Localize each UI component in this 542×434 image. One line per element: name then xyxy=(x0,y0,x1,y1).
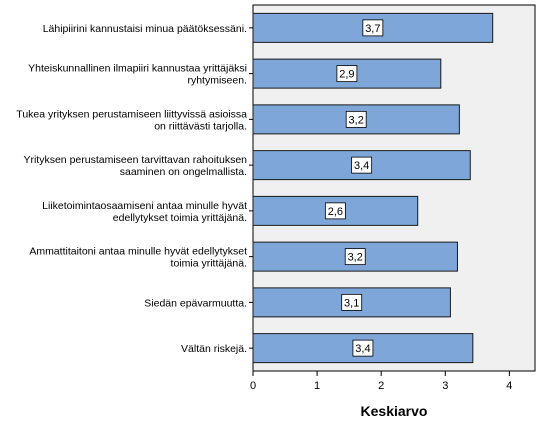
data-label-box-1 xyxy=(362,19,384,37)
category-label-4: Yrityksen perustamiseen tarvittavan raho… xyxy=(23,154,247,178)
category-label-1: Lähipiirini kannustaisi minua päätöksess… xyxy=(43,23,247,35)
category-label-6: Ammattitaitoni antaa minulle hyvät edell… xyxy=(29,246,247,270)
data-label-box-2 xyxy=(336,65,358,83)
data-label-2: 2,9 xyxy=(339,69,354,81)
x-tick-label-1: 1 xyxy=(314,380,320,392)
axes-group: 0 1 2 3 4 xyxy=(249,27,512,392)
bars-group xyxy=(252,12,494,364)
data-label-6: 3,2 xyxy=(348,252,363,264)
category-labels-group: Lähipiirini kannustaisi minua päätöksess… xyxy=(16,23,247,355)
x-tick-label-3: 3 xyxy=(442,380,448,392)
data-labels-group: 3,7 2,9 3,2 3,4 2,6 3,2 3,1 3,4 xyxy=(324,19,384,357)
category-label-2: Yhteiskunnallinen ilmapiiri kannustaa yr… xyxy=(28,63,247,87)
data-label-box-7 xyxy=(341,293,363,311)
data-label-box-6 xyxy=(344,248,366,266)
data-label-5: 2,6 xyxy=(328,206,343,218)
category-label-8: Vältän riskejä. xyxy=(181,343,247,355)
data-label-3: 3,2 xyxy=(349,114,364,126)
data-label-box-4 xyxy=(351,156,373,174)
category-label-5: Liiketoimintaosaamiseni antaa minulle hy… xyxy=(42,200,247,224)
x-tick-label-0: 0 xyxy=(250,380,256,392)
data-label-8: 3,4 xyxy=(355,343,370,355)
x-tick-label-4: 4 xyxy=(506,380,512,392)
x-tick-label-2: 2 xyxy=(378,380,384,392)
data-label-box-5 xyxy=(324,202,346,220)
data-label-box-3 xyxy=(345,110,367,128)
data-label-4: 3,4 xyxy=(354,160,369,172)
data-label-box-8 xyxy=(352,339,374,357)
data-label-1: 3,7 xyxy=(365,23,380,35)
category-label-7: Siedän epävarmuutta. xyxy=(144,297,247,309)
category-label-3: Tukea yrityksen perustamiseen liittyviss… xyxy=(16,108,247,132)
data-label-7: 3,1 xyxy=(344,297,359,309)
x-axis-title: Keskiarvo xyxy=(361,403,428,419)
